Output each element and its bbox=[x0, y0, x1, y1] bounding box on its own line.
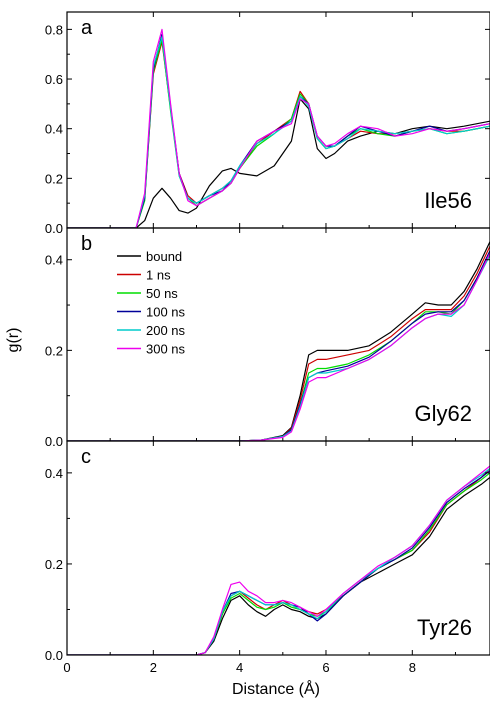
x-tick-label: 2 bbox=[150, 660, 157, 675]
y-tick-label: 0.0 bbox=[45, 221, 63, 236]
y-tick-label: 0.2 bbox=[45, 557, 63, 572]
panel-b: 0.0 0.2 0.4 b Gly62 bbox=[45, 227, 490, 449]
y-tick-label: 0.4 bbox=[45, 466, 63, 481]
series-line-bound bbox=[67, 476, 490, 655]
panel-letter-c: c bbox=[81, 446, 91, 468]
x-tick-label: 4 bbox=[236, 660, 243, 675]
series-group bbox=[67, 241, 490, 441]
y-tick-label: 0.0 bbox=[45, 648, 63, 663]
y-tick-label: 0.6 bbox=[45, 72, 63, 87]
x-tick-label: 6 bbox=[322, 660, 329, 675]
x-tick-label: 0 bbox=[63, 660, 70, 675]
x-tick-label: 8 bbox=[409, 660, 416, 675]
series-line-300-ns bbox=[67, 465, 490, 655]
legend-label-100-ns: 100 ns bbox=[146, 305, 186, 320]
series-line-300-ns bbox=[67, 252, 490, 441]
y-tick-label: 0.4 bbox=[45, 253, 63, 268]
legend-label-300-ns: 300 ns bbox=[146, 342, 186, 357]
y-axis-title: g(r) bbox=[5, 328, 22, 353]
axes-frame bbox=[66, 440, 490, 656]
legend-label-1-ns: 1 ns bbox=[146, 268, 171, 283]
legend-label-50-ns: 50 ns bbox=[146, 286, 178, 301]
y-tick-label: 0.8 bbox=[45, 22, 63, 37]
panel-label-Gly62: Gly62 bbox=[415, 401, 472, 426]
series-group bbox=[67, 28, 490, 228]
y-tick-label: 0.4 bbox=[45, 122, 63, 137]
panel-letter-b: b bbox=[81, 233, 92, 255]
legend-label-200-ns: 200 ns bbox=[146, 323, 186, 338]
y-tick-label: 0.2 bbox=[45, 343, 63, 358]
y-tick-label: 0.2 bbox=[45, 171, 63, 186]
y-tick-label: 0.0 bbox=[45, 434, 63, 449]
panel-c: 0 2 4 6 8 0.0 0.2 0.4 c Tyr26 bbox=[45, 440, 490, 675]
series-group bbox=[67, 465, 490, 655]
legend-label-bound: bound bbox=[146, 249, 182, 264]
chart-panels: 0.0 0.2 0.4 0.6 0.8 a Ile56 0.0 0.2 0.4 b Gly62 0 2 4 6… bbox=[45, 11, 490, 675]
panel-a: 0.0 0.2 0.4 0.6 0.8 a Ile56 bbox=[45, 11, 490, 236]
series-line-300-ns bbox=[67, 28, 490, 228]
series-line-bound bbox=[67, 241, 490, 441]
panel-letter-a: a bbox=[81, 17, 93, 39]
panel-label-Tyr26: Tyr26 bbox=[417, 615, 472, 640]
x-axis-title: Distance (Å) bbox=[232, 679, 320, 698]
legend: bound 1 ns 50 ns 100 ns 200 ns 300 ns bbox=[117, 249, 186, 357]
panel-label-Ile56: Ile56 bbox=[424, 188, 472, 213]
